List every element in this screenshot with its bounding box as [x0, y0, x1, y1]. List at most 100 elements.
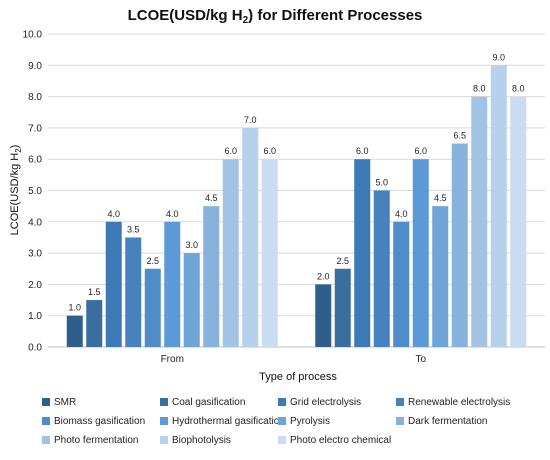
x-tick-label: To	[415, 354, 426, 365]
y-tick-label: 5.0	[28, 186, 42, 197]
legend-item: Coal gasification	[160, 397, 245, 408]
bar	[373, 190, 390, 347]
legend-swatch	[160, 398, 168, 406]
bar	[164, 221, 181, 347]
legend-swatch	[160, 417, 168, 425]
data-label: 3.0	[185, 240, 198, 250]
legend-label: Renewable electrolysis	[408, 397, 510, 408]
bar	[242, 127, 259, 348]
y-tick-label: 4.0	[28, 217, 42, 228]
legend-item: Hydrothermal gasification	[160, 416, 285, 427]
legend: SMR Coal gasification Grid electrolysis Ren…	[42, 397, 510, 446]
data-label: 6.0	[414, 146, 427, 156]
y-tick-label: 6.0	[28, 155, 42, 166]
legend-label: Hydrothermal gasification	[172, 416, 285, 427]
bar	[354, 159, 371, 347]
bar	[510, 96, 527, 347]
bar	[203, 206, 220, 347]
data-label: 1.0	[68, 303, 81, 313]
bar	[334, 268, 351, 347]
legend-item: Biophotolysis	[160, 435, 231, 446]
bar	[144, 268, 161, 347]
legend-item: Renewable electrolysis	[396, 397, 510, 408]
y-tick-label: 7.0	[28, 123, 42, 134]
bar	[66, 315, 83, 347]
bar	[471, 96, 488, 347]
legend-swatch	[278, 436, 286, 444]
data-label: 8.0	[473, 84, 486, 94]
bar	[490, 65, 507, 348]
data-label: 1.5	[88, 287, 101, 297]
data-label: 4.0	[166, 209, 179, 219]
data-label: 6.0	[224, 146, 237, 156]
legend-item: SMR	[42, 397, 76, 408]
y-axis-label: LCOE(USD/kg H2)	[9, 145, 23, 236]
legend-swatch	[396, 417, 404, 425]
data-label: 4.0	[395, 209, 408, 219]
data-label: 4.0	[107, 209, 120, 219]
y-tick-label: 1.0	[28, 311, 42, 322]
bar	[222, 159, 239, 347]
legend-label: SMR	[54, 397, 76, 408]
x-axis-ticks: From To	[161, 354, 427, 365]
bar	[412, 159, 429, 347]
bar	[451, 143, 468, 347]
bar	[432, 206, 449, 347]
legend-item: Grid electrolysis	[278, 397, 361, 408]
legend-item: Photo electro chemical	[278, 435, 391, 446]
bar	[315, 284, 332, 347]
legend-label: Coal gasification	[172, 397, 245, 408]
legend-item: Dark fermentation	[396, 416, 487, 427]
legend-swatch	[42, 398, 50, 406]
bar	[86, 300, 103, 347]
data-label: 2.5	[336, 256, 349, 266]
x-axis-label: Type of process	[259, 371, 337, 383]
y-tick-label: 10.0	[23, 30, 43, 41]
bar	[261, 159, 278, 347]
data-label: 2.5	[146, 256, 159, 266]
data-label: 5.0	[375, 178, 388, 188]
legend-swatch	[396, 398, 404, 406]
data-label: 6.0	[356, 146, 369, 156]
legend-label: Photo electro chemical	[290, 435, 391, 446]
bar	[105, 221, 122, 347]
bar	[125, 237, 142, 347]
bar	[393, 221, 410, 347]
data-label: 3.5	[127, 224, 140, 234]
legend-swatch	[42, 417, 50, 425]
y-tick-label: 8.0	[28, 92, 42, 103]
bar	[183, 253, 200, 347]
y-tick-label: 2.0	[28, 280, 42, 291]
y-axis-ticks: 0.0 1.0 2.0 3.0 4.0 5.0 6.0 7.0 8.0 9.0 10.0	[23, 30, 43, 354]
legend-label: Photo fermentation	[54, 435, 139, 446]
y-tick-label: 0.0	[28, 343, 42, 354]
x-tick-label: From	[161, 354, 184, 365]
chart-title: LCOE(USD/kg H2) for Different Processes	[128, 7, 423, 26]
data-label: 8.0	[512, 84, 525, 94]
legend-label: Grid electrolysis	[290, 397, 361, 408]
legend-item: Biomass gasification	[42, 416, 145, 427]
legend-swatch	[160, 436, 168, 444]
legend-label: Dark fermentation	[408, 416, 487, 427]
legend-item: Photo fermentation	[42, 435, 139, 446]
legend-item: Pyrolysis	[278, 416, 330, 427]
legend-swatch	[278, 398, 286, 406]
data-label: 9.0	[492, 52, 505, 62]
data-label: 2.0	[317, 271, 330, 281]
legend-swatch	[42, 436, 50, 444]
data-label: 6.0	[263, 146, 276, 156]
data-label: 7.0	[244, 115, 257, 125]
legend-swatch	[278, 417, 286, 425]
bars: 1.0 1.5 4.0 3.5 2.5 4.0 3.0 4.5 6.0 7.0 6.0 2.0 2.5 6…	[66, 52, 527, 348]
data-label: 4.5	[434, 193, 447, 203]
data-label: 6.5	[453, 131, 466, 141]
y-tick-label: 9.0	[28, 61, 42, 72]
legend-label: Pyrolysis	[290, 416, 330, 427]
gridlines	[48, 33, 545, 348]
y-tick-label: 3.0	[28, 249, 42, 260]
data-label: 4.5	[205, 193, 218, 203]
legend-label: Biophotolysis	[172, 435, 231, 446]
legend-label: Biomass gasification	[54, 416, 145, 427]
